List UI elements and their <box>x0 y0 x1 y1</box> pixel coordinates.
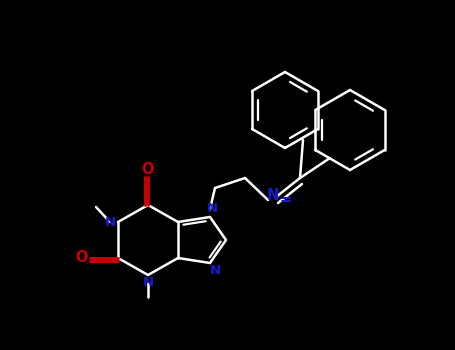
Text: N: N <box>209 265 221 278</box>
Text: N: N <box>207 203 217 216</box>
Text: O: O <box>76 251 88 266</box>
Text: N: N <box>267 188 279 203</box>
Text: N: N <box>142 276 154 289</box>
Text: O: O <box>142 162 154 177</box>
Text: N: N <box>105 216 116 229</box>
Text: =: = <box>280 191 292 206</box>
